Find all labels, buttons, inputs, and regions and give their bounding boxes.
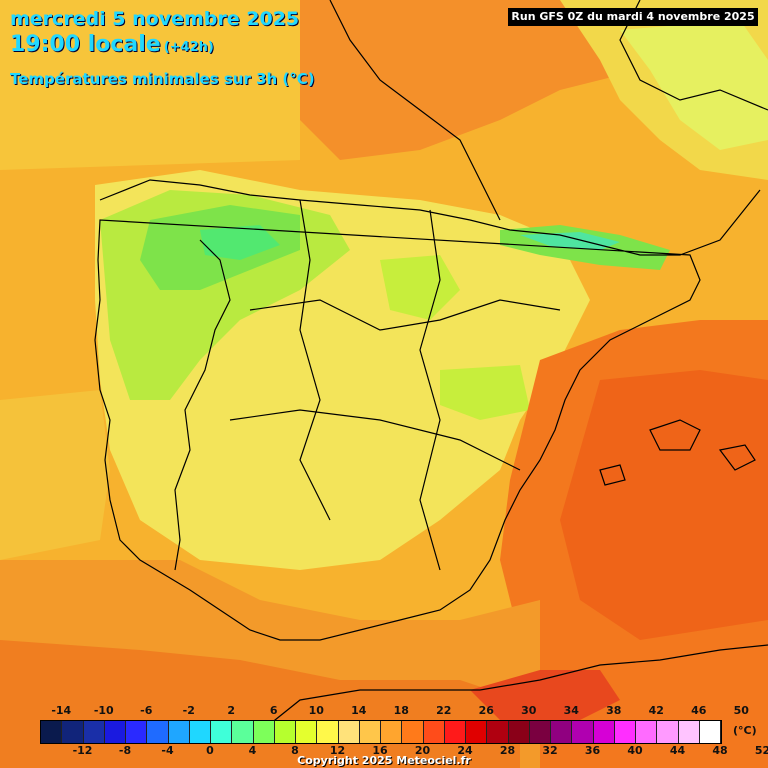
legend-tick-label: 46 [691,704,707,717]
legend-tick-label: 8 [291,744,299,757]
legend-tick-label: 20 [414,744,431,757]
color-scale-swatch [529,721,551,743]
legend-tick-label: -6 [140,704,153,717]
legend-tick-label: 24 [457,744,473,757]
unit-label: (°C) [733,724,757,737]
legend-tick-label: 0 [206,744,214,757]
legend-tick-label: 28 [499,744,516,757]
color-scale-swatch [104,721,126,743]
legend-tick-label: 18 [393,704,409,717]
legend-tick-label: -14 [51,704,72,717]
time-label: 19:00 locale [10,32,161,57]
color-scale-swatch [423,721,445,743]
color-scale-swatch [614,721,636,743]
color-scale-swatch [296,721,318,743]
legend-tick-label: 40 [627,744,643,757]
legend-tick-label: 42 [648,704,664,717]
legend-tick-label: 48 [712,744,728,757]
legend-tick-label: 44 [669,744,686,757]
color-scale-swatch [232,721,254,743]
legend-bottom-labels: -12 -8 -4 0 4 8 12 16 20 24 28 32 36 40 44 48 52 [40,744,768,758]
color-scale-swatch [381,721,403,743]
legend-tick-label: -8 [118,744,132,757]
map-subtitle: Températures minimales sur 3h (°C) [10,70,315,88]
color-scale-swatch [317,721,339,743]
legend-tick-label: 38 [606,704,622,717]
copyright-text: Copyright 2025 Meteociel.fr [297,754,471,767]
color-scale-swatch [126,721,148,743]
color-scale-swatch [338,721,360,743]
legend-tick-label: -10 [93,704,114,717]
color-scale-swatch [678,721,700,743]
legend-tick-label: 6 [269,704,278,717]
color-scale-swatch [83,721,105,743]
color-scale-swatch [402,721,424,743]
color-scale-swatch [274,721,296,743]
legend-tick-label: 16 [372,744,388,757]
legend-tick-label: 22 [436,704,452,717]
color-scale-swatch [41,721,63,743]
color-scale-swatch [168,721,190,743]
legend-top-labels: -14 -10 -6 -2 2 6 10 14 18 22 26 30 34 38 42 46 50 [40,704,749,718]
color-scale-swatch [359,721,381,743]
run-info-box: Run GFS 0Z du mardi 4 novembre 2025 [508,8,758,26]
legend-tick-label: -4 [161,744,174,757]
color-scale-swatch [572,721,594,743]
color-scale-swatch [147,721,169,743]
color-scale-swatch [657,721,679,743]
legend-tick-label: 4 [248,744,257,757]
time-title: 19:00 locale (+42h) [10,32,214,57]
date-title: mercredi 5 novembre 2025 [10,8,300,30]
legend-tick-label: 12 [329,744,346,757]
color-scale-swatch [508,721,530,743]
color-scale-swatch [551,721,573,743]
color-scale-swatch [253,721,275,743]
color-scale-swatch [487,721,509,743]
legend-tick-label: -2 [182,704,195,717]
color-scale-swatch [699,721,721,743]
legend-tick-label: 14 [351,704,367,717]
color-scale-swatch [62,721,84,743]
legend-tick-label: 50 [733,704,749,717]
legend-tick-label: 26 [478,704,494,717]
color-scale-swatch [189,721,211,743]
legend-tick-label: 2 [227,704,236,717]
legend-tick-label: 30 [521,704,537,717]
color-scale-swatch [593,721,615,743]
color-scale-swatch [211,721,233,743]
legend-tick-label: 34 [563,704,579,717]
color-scale-swatch [466,721,488,743]
legend-tick-label: 32 [542,744,558,757]
legend-tick-label: -12 [72,744,93,757]
legend-tick-label: 52 [754,744,768,757]
lead-time-label: (+42h) [163,40,214,55]
color-scale-swatch [636,721,658,743]
color-scale-bar [40,720,722,744]
color-scale-swatch [444,721,466,743]
legend-tick-label: 10 [308,704,324,717]
legend-tick-label: 36 [584,744,601,757]
